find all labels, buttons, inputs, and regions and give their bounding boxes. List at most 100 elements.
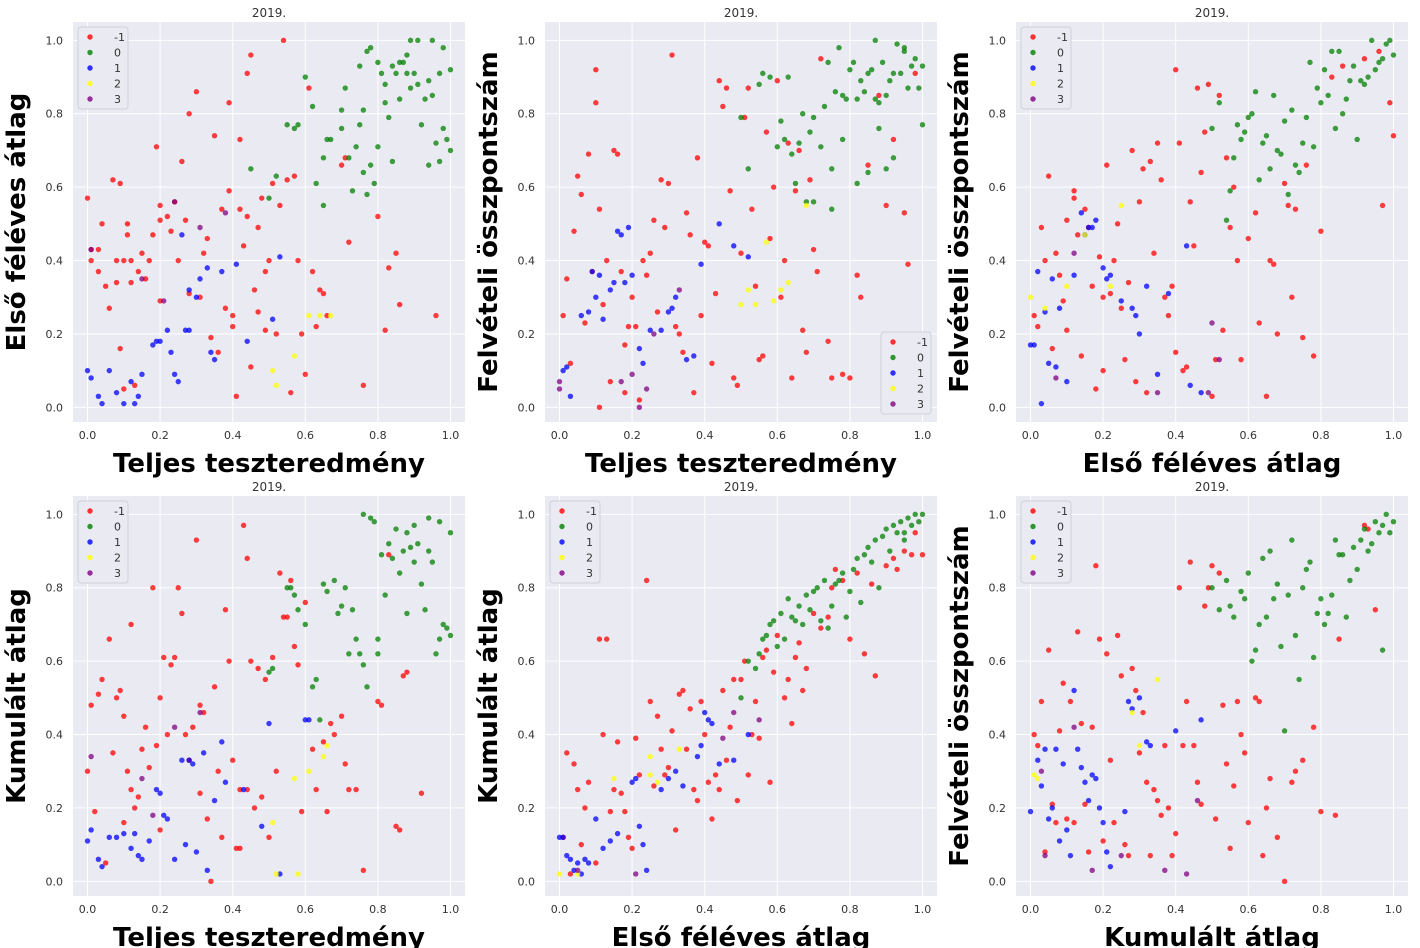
data-point-series--1 xyxy=(262,268,269,275)
data-point-series--1 xyxy=(687,706,693,712)
data-point-series-0 xyxy=(367,515,374,521)
legend: -1 0 1 2 3 xyxy=(549,500,601,584)
data-point-series-0 xyxy=(829,206,835,212)
data-point-series-0 xyxy=(320,202,327,209)
data-point-series--1 xyxy=(197,790,203,796)
data-point-series--1 xyxy=(651,783,657,789)
data-point-series-0 xyxy=(415,541,421,547)
data-point-series--1 xyxy=(208,334,214,341)
data-point-series--1 xyxy=(709,816,715,822)
data-point-series-0 xyxy=(360,107,367,113)
data-point-series--1 xyxy=(691,786,697,793)
data-point-series-0 xyxy=(411,70,417,77)
data-point-series--1 xyxy=(868,581,875,587)
x-tick-label: 1.0 xyxy=(1385,429,1403,442)
data-point-series--1 xyxy=(1176,585,1183,591)
legend-label: 0 xyxy=(586,521,593,534)
data-point-series-0 xyxy=(415,81,421,88)
data-point-series--1 xyxy=(1176,140,1183,146)
data-point-series--1 xyxy=(792,654,799,661)
data-point-series-0 xyxy=(905,85,911,91)
x-axis-label: Teljes teszteredmény xyxy=(113,449,425,479)
x-tick-label: 0.4 xyxy=(696,903,714,916)
data-point-series-0 xyxy=(1241,129,1248,135)
data-point-series-0 xyxy=(901,537,908,543)
data-point-series-0 xyxy=(396,570,403,576)
data-point-series-0 xyxy=(426,78,432,84)
legend-label: 0 xyxy=(917,352,924,365)
data-point-series-1 xyxy=(1118,298,1124,304)
data-point-series--1 xyxy=(905,261,911,267)
legend-marker xyxy=(87,34,93,40)
data-point-series-0 xyxy=(353,144,359,150)
data-point-series-0 xyxy=(433,651,439,657)
data-point-series-1 xyxy=(84,367,91,374)
legend-label: 1 xyxy=(1057,536,1064,549)
data-point-series--1 xyxy=(1191,742,1197,749)
data-point-series-1 xyxy=(179,757,185,763)
data-point-series--1 xyxy=(800,327,806,333)
data-point-series--1 xyxy=(360,382,367,389)
data-point-series--1 xyxy=(1227,845,1233,851)
data-point-series-3 xyxy=(1042,852,1048,859)
data-point-series--1 xyxy=(1372,607,1379,613)
legend-label: -1 xyxy=(114,505,125,518)
data-point-series--1 xyxy=(596,404,603,411)
data-point-series-0 xyxy=(393,70,399,77)
data-point-series-0 xyxy=(1314,85,1320,91)
data-point-series--1 xyxy=(1281,180,1288,187)
legend: -1 0 1 2 3 xyxy=(1020,26,1072,110)
data-point-series-0 xyxy=(338,125,345,132)
data-point-series-1 xyxy=(95,393,102,400)
data-point-series--1 xyxy=(712,772,719,778)
data-point-series-1 xyxy=(1187,382,1193,389)
data-point-series--1 xyxy=(142,724,149,730)
data-point-series--1 xyxy=(582,320,588,326)
data-point-series-1 xyxy=(306,717,312,723)
data-point-series-0 xyxy=(905,515,911,521)
data-point-series-0 xyxy=(346,155,352,161)
data-point-series-0 xyxy=(1379,522,1386,529)
data-point-series-0 xyxy=(745,166,751,172)
data-point-series--1 xyxy=(1241,750,1248,756)
data-point-series-0 xyxy=(843,96,849,102)
data-point-series--1 xyxy=(1129,147,1135,154)
data-point-series-0 xyxy=(1372,518,1379,525)
data-point-series-0 xyxy=(1383,41,1389,47)
data-point-series--1 xyxy=(789,720,795,727)
data-point-series--1 xyxy=(211,684,218,690)
data-point-series-1 xyxy=(1056,305,1063,311)
data-point-series--1 xyxy=(672,827,679,833)
data-point-series--1 xyxy=(121,819,127,826)
x-tick-label: 0.2 xyxy=(151,903,169,916)
data-point-series-0 xyxy=(1390,518,1397,525)
data-point-series--1 xyxy=(1274,834,1281,840)
data-point-series-0 xyxy=(876,100,882,106)
data-point-series-0 xyxy=(422,607,428,613)
data-point-series-0 xyxy=(1263,133,1270,139)
legend-marker xyxy=(559,539,565,545)
data-point-series-1 xyxy=(636,823,643,829)
data-point-series--1 xyxy=(1187,199,1193,205)
data-point-series--1 xyxy=(825,338,831,344)
legend-label: 2 xyxy=(1057,78,1064,91)
data-point-series--1 xyxy=(629,294,635,300)
data-point-series--1 xyxy=(829,585,835,591)
data-point-series-0 xyxy=(919,122,926,128)
data-point-series-1 xyxy=(629,272,635,278)
data-point-series--1 xyxy=(1234,257,1241,264)
data-point-series-0 xyxy=(440,621,446,628)
data-point-series-0 xyxy=(1310,144,1317,150)
data-point-series-1 xyxy=(1078,210,1085,216)
data-point-series--1 xyxy=(161,654,167,661)
data-point-series-3 xyxy=(629,371,635,377)
data-point-series-1 xyxy=(1093,217,1099,223)
data-point-series-0 xyxy=(291,125,298,132)
legend-marker xyxy=(87,570,93,576)
data-point-series-0 xyxy=(1321,67,1328,73)
data-point-series--1 xyxy=(662,224,668,231)
data-point-series-1 xyxy=(709,720,715,727)
data-point-series-3 xyxy=(139,276,145,282)
data-point-series--1 xyxy=(658,177,664,183)
data-point-series-1 xyxy=(95,856,102,863)
